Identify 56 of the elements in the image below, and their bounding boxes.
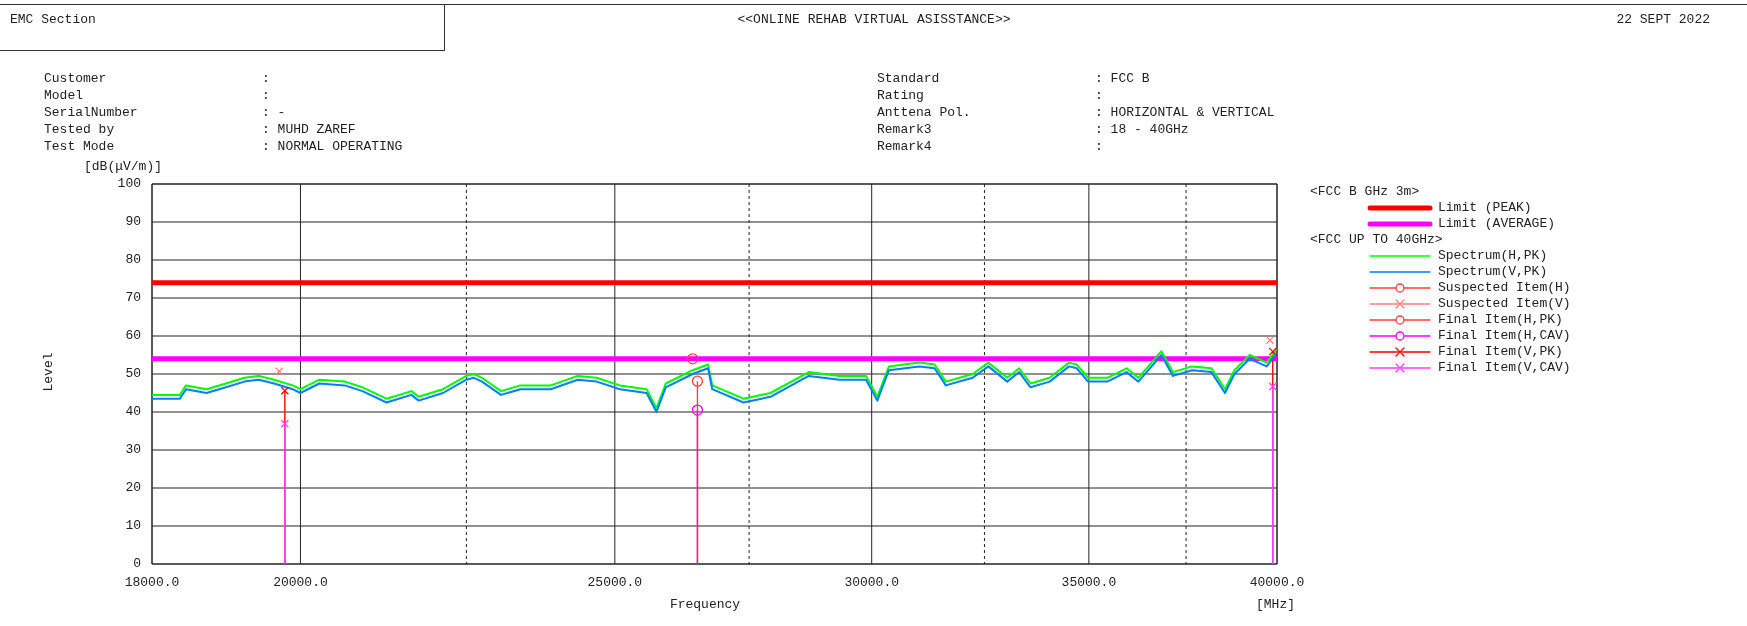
chart-title: <<ONLINE REHAB VIRTUAL ASISSTANCE>> [737, 12, 1011, 27]
legend-label: Limit (PEAK) [1438, 200, 1532, 216]
legend-label: Suspected Item(V) [1438, 296, 1571, 312]
text: Remark3 [877, 122, 932, 137]
text: 22 SEPT 2022 [1616, 12, 1710, 27]
text: : HORIZONTAL & VERTICAL [1095, 105, 1275, 120]
text: Rating [877, 88, 924, 103]
legend-label: Spectrum(H,PK) [1438, 248, 1548, 264]
text: <FCC UP TO 40GHz> [1310, 232, 1443, 248]
text: Tested by [44, 122, 115, 137]
text: : [262, 88, 270, 103]
text: [MHz] [1256, 597, 1296, 612]
y-tick-label: 10 [125, 518, 141, 534]
x-tick-label: 25000.0 [587, 575, 643, 591]
legend-label: Final Item(V,PK) [1438, 344, 1563, 360]
x-tick-label: 30000.0 [844, 575, 899, 591]
y-tick-label: 100 [117, 176, 141, 192]
y-tick-label: 60 [125, 328, 141, 344]
text: Model [44, 88, 84, 103]
text: [dB(μV/m)] [84, 159, 163, 174]
legend-label: Final Item(H,CAV) [1438, 328, 1571, 344]
x-axis-title: Frequency [669, 597, 741, 612]
text: Remark4 [877, 139, 932, 154]
text: : NORMAL OPERATING [262, 139, 403, 154]
y-tick-label: 70 [125, 290, 141, 306]
text: : - [262, 105, 286, 120]
text: EMC Section [10, 12, 96, 27]
text: Anttena Pol. [877, 105, 971, 120]
text: : 18 - 40GHz [1095, 122, 1189, 137]
legend-label: Final Item(V,CAV) [1438, 360, 1571, 376]
legend-label: Final Item(H,PK) [1438, 312, 1563, 328]
text: : FCC B [1095, 71, 1150, 86]
x-tick-label: 35000.0 [1061, 575, 1117, 591]
x-tick-label: 20000.0 [273, 575, 328, 591]
legend-label: Spectrum(V,PK) [1438, 264, 1548, 280]
y-axis-title: Level [40, 352, 56, 392]
y-tick-label: 40 [125, 404, 141, 420]
legend-title: <FCC B GHz 3m> [1310, 184, 1420, 200]
text: : MUHD ZAREF [262, 122, 356, 137]
text: Test Mode [44, 139, 115, 154]
y-tick-label: 50 [125, 366, 141, 382]
text: : [1095, 139, 1103, 154]
text: Customer [44, 71, 107, 86]
x-tick-label: 40000.0 [1249, 575, 1305, 591]
y-tick-label: 90 [125, 214, 141, 230]
text: : [262, 71, 270, 86]
legend-label: Limit (AVERAGE) [1438, 216, 1556, 232]
y-tick-label: 20 [125, 480, 141, 496]
y-tick-label: 30 [125, 442, 141, 458]
legend-label: Suspected Item(H) [1438, 280, 1571, 296]
x-tick-label: 18000.0 [124, 575, 180, 591]
text: : [1095, 88, 1103, 103]
text: SerialNumber [44, 105, 138, 120]
y-tick-label: 0 [133, 556, 141, 572]
y-tick-label: 80 [125, 252, 141, 268]
text: Standard [877, 71, 940, 86]
